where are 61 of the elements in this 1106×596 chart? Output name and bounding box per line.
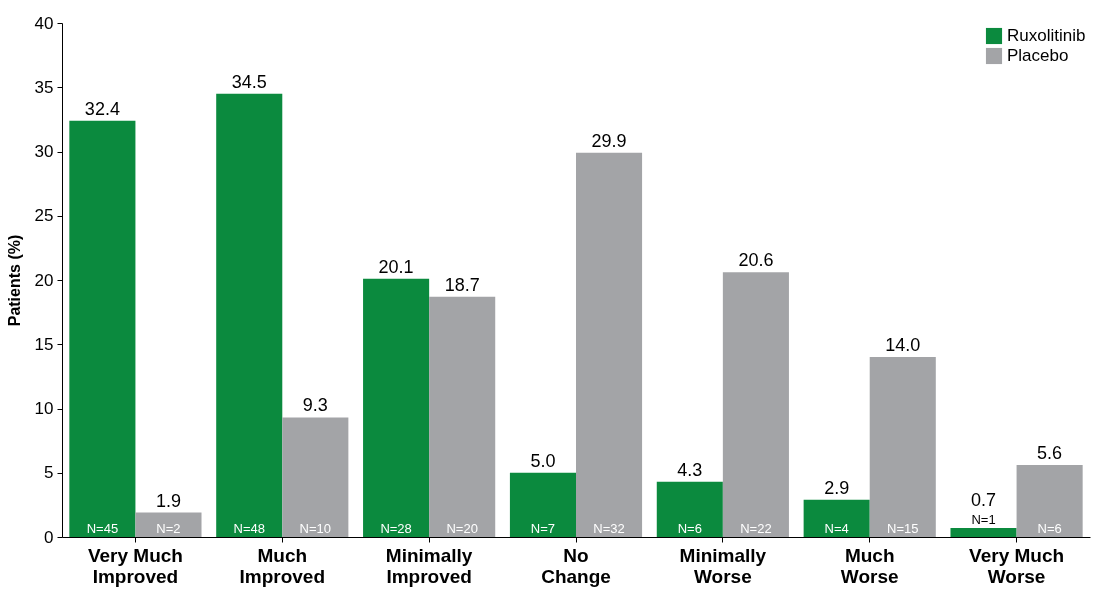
- y-tick-label: 40: [34, 13, 54, 33]
- bar: [722, 272, 789, 537]
- annotation: N=6: [1037, 521, 1062, 536]
- x-tick-label: No Change: [541, 544, 611, 587]
- bar: [429, 296, 496, 537]
- data-label: 29.9: [591, 130, 627, 151]
- y-tick-label: 35: [34, 77, 54, 97]
- annotation: N=20: [446, 521, 478, 536]
- data-label: 20.1: [378, 256, 414, 277]
- bar: [656, 481, 723, 537]
- x-tick-label: Minimally Improved: [385, 544, 473, 587]
- bar: [576, 152, 643, 537]
- annotation: N=2: [156, 521, 181, 536]
- bar: [135, 512, 202, 537]
- annotation: N=32: [593, 521, 625, 536]
- x-tick-label: Much Worse: [840, 544, 899, 587]
- data-label: 2.9: [824, 477, 850, 498]
- data-label: 1.9: [155, 490, 181, 511]
- data-label: 32.4: [84, 98, 120, 119]
- bar: [869, 357, 936, 537]
- data-label: 34.5: [231, 71, 267, 92]
- y-tick-label: 15: [34, 334, 54, 354]
- bar: [216, 93, 283, 537]
- y-axis-title: Patients (%): [5, 234, 23, 327]
- legend-label: Placebo: [1007, 46, 1069, 65]
- annotation: N=6: [677, 521, 702, 536]
- x-tick-label: Minimally Worse: [679, 544, 767, 587]
- x-tick-label: Very Much Improved: [87, 544, 183, 587]
- annotation: N=22: [740, 521, 772, 536]
- bar: [509, 472, 576, 537]
- y-tick-label: 20: [34, 270, 54, 290]
- annotation: N=4: [824, 521, 849, 536]
- data-label: 4.3: [677, 459, 703, 480]
- annotation: N=28: [380, 521, 412, 536]
- y-tick-label: 0: [44, 527, 54, 547]
- annotation: N=1: [971, 512, 996, 528]
- annotation: N=7: [530, 521, 556, 536]
- bar: [69, 120, 136, 537]
- data-label: 0.7: [971, 490, 997, 511]
- annotation: N=48: [233, 521, 265, 536]
- bar: [803, 499, 870, 537]
- x-tick-label: Very Much Worse: [969, 544, 1065, 587]
- x-tick-label: Much Improved: [239, 544, 326, 587]
- data-label: 5.6: [1037, 443, 1063, 464]
- annotation: N=10: [299, 521, 332, 536]
- y-tick-label: 5: [44, 463, 54, 483]
- bar: [1016, 465, 1083, 537]
- annotation: N=45: [86, 521, 119, 536]
- annotation: N=15: [887, 521, 919, 536]
- bar: [282, 417, 349, 537]
- legend-label: Ruxolitinib: [1007, 26, 1086, 45]
- y-tick-label: 30: [34, 142, 54, 161]
- y-tick-label: 10: [34, 399, 54, 418]
- bar: [950, 528, 1017, 537]
- data-label: 14.0: [885, 335, 921, 356]
- y-tick-label: 25: [34, 206, 54, 226]
- bar: [363, 278, 430, 537]
- data-label: 18.7: [444, 274, 480, 295]
- data-label: 5.0: [530, 450, 556, 471]
- data-label: 9.3: [302, 395, 328, 416]
- data-label: 20.6: [738, 250, 774, 271]
